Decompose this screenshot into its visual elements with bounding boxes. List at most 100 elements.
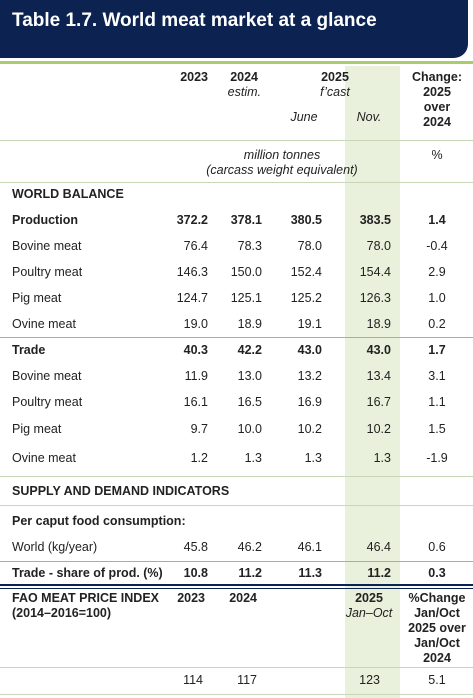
value: 45.8 bbox=[183, 540, 208, 554]
column-header: 2024 bbox=[230, 70, 258, 84]
value: 1.1 bbox=[428, 395, 446, 409]
column-header: 2023 bbox=[177, 591, 205, 605]
value: 378.1 bbox=[230, 213, 262, 227]
column-header: Jan/Oct bbox=[414, 606, 460, 620]
rule bbox=[0, 61, 473, 64]
value: 372.2 bbox=[176, 213, 208, 227]
rule bbox=[0, 505, 473, 506]
column-header: 2025 bbox=[423, 85, 451, 99]
value: 123 bbox=[359, 673, 380, 687]
rule bbox=[0, 561, 473, 562]
value: 11.2 bbox=[238, 566, 262, 580]
rule bbox=[0, 588, 473, 589]
value: 125.2 bbox=[290, 291, 322, 305]
value: 10.2 bbox=[297, 422, 322, 436]
value: 13.0 bbox=[237, 369, 262, 383]
value: 16.1 bbox=[183, 395, 208, 409]
value: 154.4 bbox=[359, 265, 391, 279]
rule bbox=[0, 667, 473, 668]
unit: million tonnes bbox=[243, 148, 321, 162]
rule bbox=[0, 337, 473, 338]
value: 19.0 bbox=[183, 317, 208, 331]
unit: % bbox=[431, 148, 443, 162]
title-bar: Table 1.7. World meat market at a glance bbox=[0, 0, 468, 58]
rule bbox=[0, 476, 473, 477]
value: 1.3 bbox=[304, 451, 322, 465]
value: 0.6 bbox=[428, 540, 446, 554]
value: 117 bbox=[237, 673, 257, 687]
value: 150.0 bbox=[230, 265, 262, 279]
index-label: FAO MEAT PRICE INDEX bbox=[12, 591, 160, 605]
subheading: Per caput food consumption: bbox=[12, 514, 186, 528]
value: 1.3 bbox=[373, 451, 391, 465]
column-header: 2024 bbox=[423, 651, 451, 665]
value: 10.0 bbox=[237, 422, 262, 436]
row-label: Trade - share of prod. (%) bbox=[12, 566, 163, 580]
value: 152.4 bbox=[290, 265, 322, 279]
row-label: Ovine meat bbox=[12, 317, 76, 331]
column-header: 2025 over bbox=[408, 621, 466, 635]
value: 3.1 bbox=[428, 369, 446, 383]
value: 1.3 bbox=[244, 451, 262, 465]
value: 13.4 bbox=[366, 369, 391, 383]
title: Table 1.7. World meat market at a glance bbox=[12, 10, 377, 31]
value: -0.4 bbox=[426, 239, 448, 253]
value: 125.1 bbox=[230, 291, 262, 305]
row-label: Ovine meat bbox=[12, 451, 76, 465]
rule bbox=[0, 584, 473, 586]
unit: (carcass weight equivalent) bbox=[206, 163, 358, 177]
value: 16.5 bbox=[237, 395, 262, 409]
value: 46.1 bbox=[297, 540, 322, 554]
row-label: Trade bbox=[12, 343, 46, 357]
value: 78.3 bbox=[237, 239, 262, 253]
value: 11.9 bbox=[184, 369, 208, 383]
highlight-column bbox=[345, 66, 400, 698]
value: 2.9 bbox=[428, 265, 446, 279]
row-label: Pig meat bbox=[12, 422, 62, 436]
value: 76.4 bbox=[183, 239, 208, 253]
value: 43.0 bbox=[366, 343, 391, 357]
value: 0.3 bbox=[428, 566, 446, 580]
value: 11.3 bbox=[298, 566, 322, 580]
value: 126.3 bbox=[359, 291, 391, 305]
value: 43.0 bbox=[297, 343, 322, 357]
rule bbox=[0, 182, 473, 183]
value: 1.5 bbox=[428, 422, 446, 436]
column-header: Jan/Oct bbox=[414, 636, 460, 650]
value: 9.7 bbox=[190, 422, 208, 436]
column-note: f’cast bbox=[320, 85, 350, 99]
value: 46.4 bbox=[366, 540, 391, 554]
value: -1.9 bbox=[426, 451, 448, 465]
index-label: (2014–2016=100) bbox=[12, 606, 112, 620]
row-label: Production bbox=[12, 213, 78, 227]
value: 18.9 bbox=[366, 317, 391, 331]
value: 5.1 bbox=[428, 673, 446, 687]
value: 42.2 bbox=[237, 343, 262, 357]
value: 1.2 bbox=[190, 451, 208, 465]
row-label: Pig meat bbox=[12, 291, 62, 305]
row-label: Poultry meat bbox=[12, 395, 83, 409]
value: 114 bbox=[183, 673, 203, 687]
value: 16.9 bbox=[297, 395, 322, 409]
value: 19.1 bbox=[297, 317, 322, 331]
value: 10.2 bbox=[366, 422, 391, 436]
value: 0.2 bbox=[428, 317, 446, 331]
column-header: 2025 bbox=[321, 70, 349, 84]
value: 380.5 bbox=[290, 213, 322, 227]
column-note: estim. bbox=[227, 85, 261, 99]
value: 1.0 bbox=[428, 291, 446, 305]
column-header: 2023 bbox=[180, 70, 208, 84]
value: 383.5 bbox=[359, 213, 391, 227]
rule bbox=[0, 140, 473, 141]
value: 46.2 bbox=[237, 540, 262, 554]
rule bbox=[0, 694, 473, 695]
column-header: over bbox=[423, 100, 451, 114]
column-header: June bbox=[290, 110, 318, 124]
row-label: Bovine meat bbox=[12, 369, 82, 383]
section-heading: WORLD BALANCE bbox=[12, 187, 124, 201]
value: 146.3 bbox=[176, 265, 208, 279]
column-header: 2024 bbox=[423, 115, 451, 129]
value: 18.9 bbox=[237, 317, 262, 331]
column-header: Nov. bbox=[356, 110, 382, 124]
